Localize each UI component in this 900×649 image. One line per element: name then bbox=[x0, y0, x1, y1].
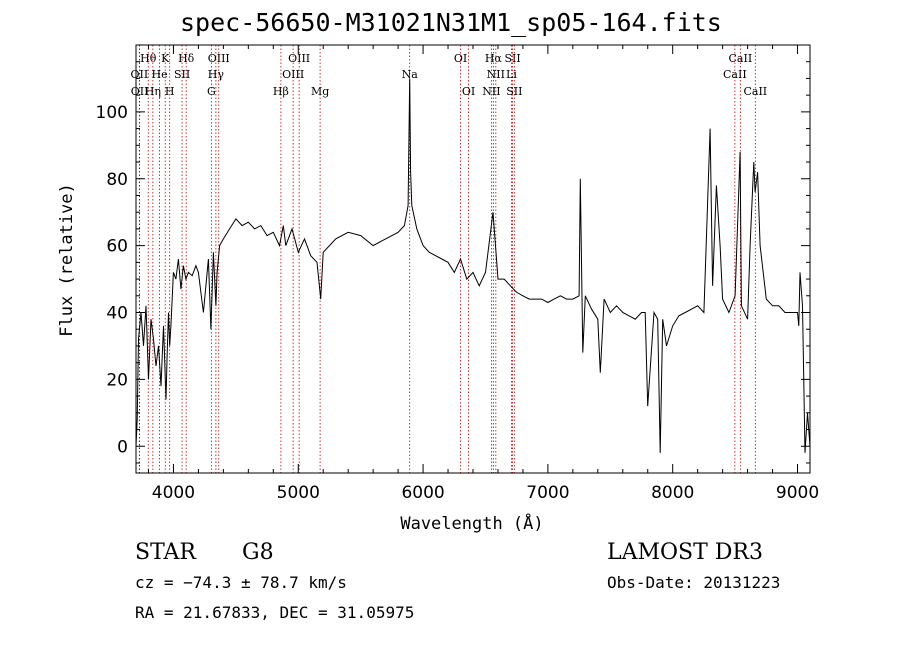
spectral-line-label: OIII bbox=[208, 52, 230, 65]
spectral-line-label: CaII bbox=[723, 68, 747, 81]
spectral-line-label: Na bbox=[402, 68, 419, 81]
spectral-line-label: OI bbox=[462, 85, 475, 98]
x-tick-label: 8000 bbox=[651, 483, 694, 503]
spectral-line-label: SII bbox=[174, 68, 190, 81]
spectral-line-label: Hη bbox=[145, 85, 161, 98]
spectral-line-label: H bbox=[165, 85, 175, 98]
x-tick-label: 5000 bbox=[277, 483, 320, 503]
spectral-line-label: OI bbox=[454, 52, 467, 65]
y-tick-label: 0 bbox=[117, 437, 128, 457]
x-tick-label: 4000 bbox=[152, 483, 195, 503]
observation-date: Obs-Date: 20131223 bbox=[607, 573, 781, 592]
x-tick-label: 9000 bbox=[776, 483, 819, 503]
x-axis-label: Wavelength (Å) bbox=[400, 512, 543, 534]
spectral-line-label: Hθ bbox=[140, 52, 157, 65]
spectral-line-label: CaII bbox=[729, 52, 753, 65]
spectrum-line bbox=[135, 78, 811, 453]
spectral-line-label: Hδ bbox=[178, 52, 195, 65]
spectral-line-label: NII bbox=[487, 68, 505, 81]
spectral-line-label: NII bbox=[482, 85, 500, 98]
spectral-line-label: OIII bbox=[282, 68, 304, 81]
coordinates: RA = 21.67833, DEC = 31.05975 bbox=[135, 603, 415, 622]
y-axis-label: Flux (relative) bbox=[57, 183, 77, 337]
spectral-line-label: Hβ bbox=[273, 85, 289, 98]
plot-frame bbox=[135, 44, 811, 474]
x-axis: 4000 5000 6000 7000 8000 9000 bbox=[147, 45, 819, 503]
spectral-line-label: Hγ bbox=[208, 68, 225, 81]
spectral-line-label: SII bbox=[504, 52, 520, 65]
spectral-line-label: OII bbox=[131, 85, 149, 98]
y-tick-label: 40 bbox=[106, 304, 128, 324]
y-tick-label: 100 bbox=[96, 103, 128, 123]
spectral-line-label: He bbox=[152, 68, 168, 81]
object-class: STAR bbox=[135, 540, 196, 565]
survey-name: LAMOST DR3 bbox=[607, 540, 763, 565]
spectral-line-label: OIII bbox=[288, 52, 310, 65]
spectral-line-label: Mg bbox=[311, 85, 329, 98]
y-tick-label: 80 bbox=[106, 170, 128, 190]
y-axis: 0 20 40 60 80 100 bbox=[96, 61, 810, 464]
spectral-line-label: Hα bbox=[485, 52, 503, 65]
spectral-line-label: CaII bbox=[743, 85, 767, 98]
x-tick-label: 6000 bbox=[401, 483, 444, 503]
spectral-line-label: SII bbox=[506, 85, 522, 98]
chart-title: spec-56650-M31021N31M1_sp05-164.fits bbox=[180, 8, 722, 37]
y-tick-label: 60 bbox=[106, 237, 128, 257]
spectral-line-label: K bbox=[161, 52, 170, 65]
redshift-velocity: cz = −74.3 ± 78.7 km/s bbox=[135, 573, 347, 592]
spectral-line-label: G bbox=[207, 85, 216, 98]
x-tick-label: 7000 bbox=[526, 483, 569, 503]
spectral-line-label: Li bbox=[506, 68, 517, 81]
object-subclass: G8 bbox=[242, 540, 274, 565]
y-tick-label: 20 bbox=[106, 370, 128, 390]
